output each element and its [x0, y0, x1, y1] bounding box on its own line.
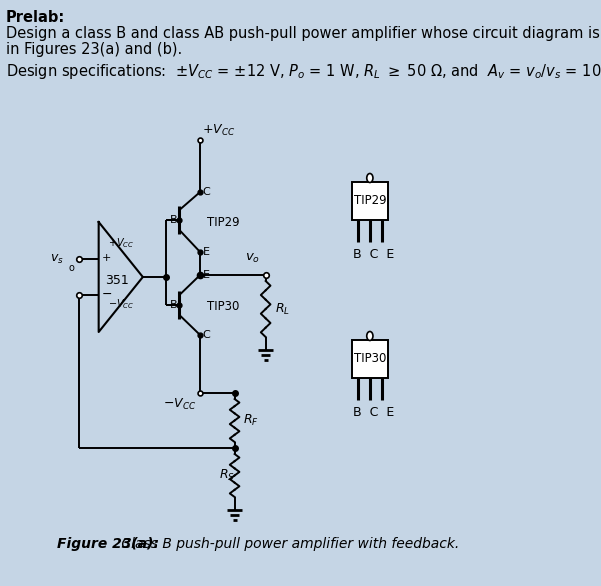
Text: $v_s$: $v_s$ — [50, 253, 64, 265]
Text: $R_F$: $R_F$ — [243, 413, 258, 428]
Text: $R_L$: $R_L$ — [275, 301, 290, 316]
Text: $-V_{CC}$: $-V_{CC}$ — [108, 297, 135, 311]
Text: $+V_{CC}$: $+V_{CC}$ — [108, 236, 135, 250]
Text: Prelab:: Prelab: — [5, 10, 65, 25]
Text: C: C — [203, 330, 210, 340]
Text: $+V_{CC}$: $+V_{CC}$ — [202, 123, 236, 138]
Text: TIP29: TIP29 — [207, 216, 240, 229]
Text: B: B — [169, 300, 177, 310]
Text: C: C — [203, 187, 210, 197]
Text: 351: 351 — [105, 274, 129, 288]
Text: $-V_{CC}$: $-V_{CC}$ — [163, 397, 197, 412]
Bar — [352, 340, 388, 378]
Text: Class B push-pull power amplifier with feedback.: Class B push-pull power amplifier with f… — [117, 537, 460, 551]
Text: B: B — [169, 215, 177, 225]
Circle shape — [367, 332, 373, 340]
Text: E: E — [203, 270, 210, 280]
Text: TIP29: TIP29 — [353, 195, 386, 207]
Circle shape — [367, 173, 373, 182]
Text: +: + — [102, 253, 111, 263]
Text: E: E — [203, 247, 210, 257]
Text: Design a class B and class AB push-pull power amplifier whose circuit diagram is: Design a class B and class AB push-pull … — [5, 26, 601, 41]
Text: $R_S$: $R_S$ — [219, 468, 236, 483]
Text: TIP30: TIP30 — [353, 353, 386, 366]
Text: Design specifications:  $\pm V_{CC}$ = $\pm$12 V, $P_o$ = 1 W, $R_L$ $\geq$ 50 $: Design specifications: $\pm V_{CC}$ = $\… — [5, 62, 601, 81]
Text: TIP30: TIP30 — [207, 301, 239, 314]
Text: B  C  E: B C E — [353, 248, 394, 261]
Bar — [352, 182, 388, 220]
Text: in Figures 23(a) and (b).: in Figures 23(a) and (b). — [5, 42, 182, 57]
Text: o: o — [68, 263, 74, 273]
Text: B  C  E: B C E — [353, 406, 394, 419]
Text: −: − — [102, 288, 112, 301]
Text: Figure 23(a):: Figure 23(a): — [56, 537, 159, 551]
Text: $v_o$: $v_o$ — [245, 252, 260, 265]
